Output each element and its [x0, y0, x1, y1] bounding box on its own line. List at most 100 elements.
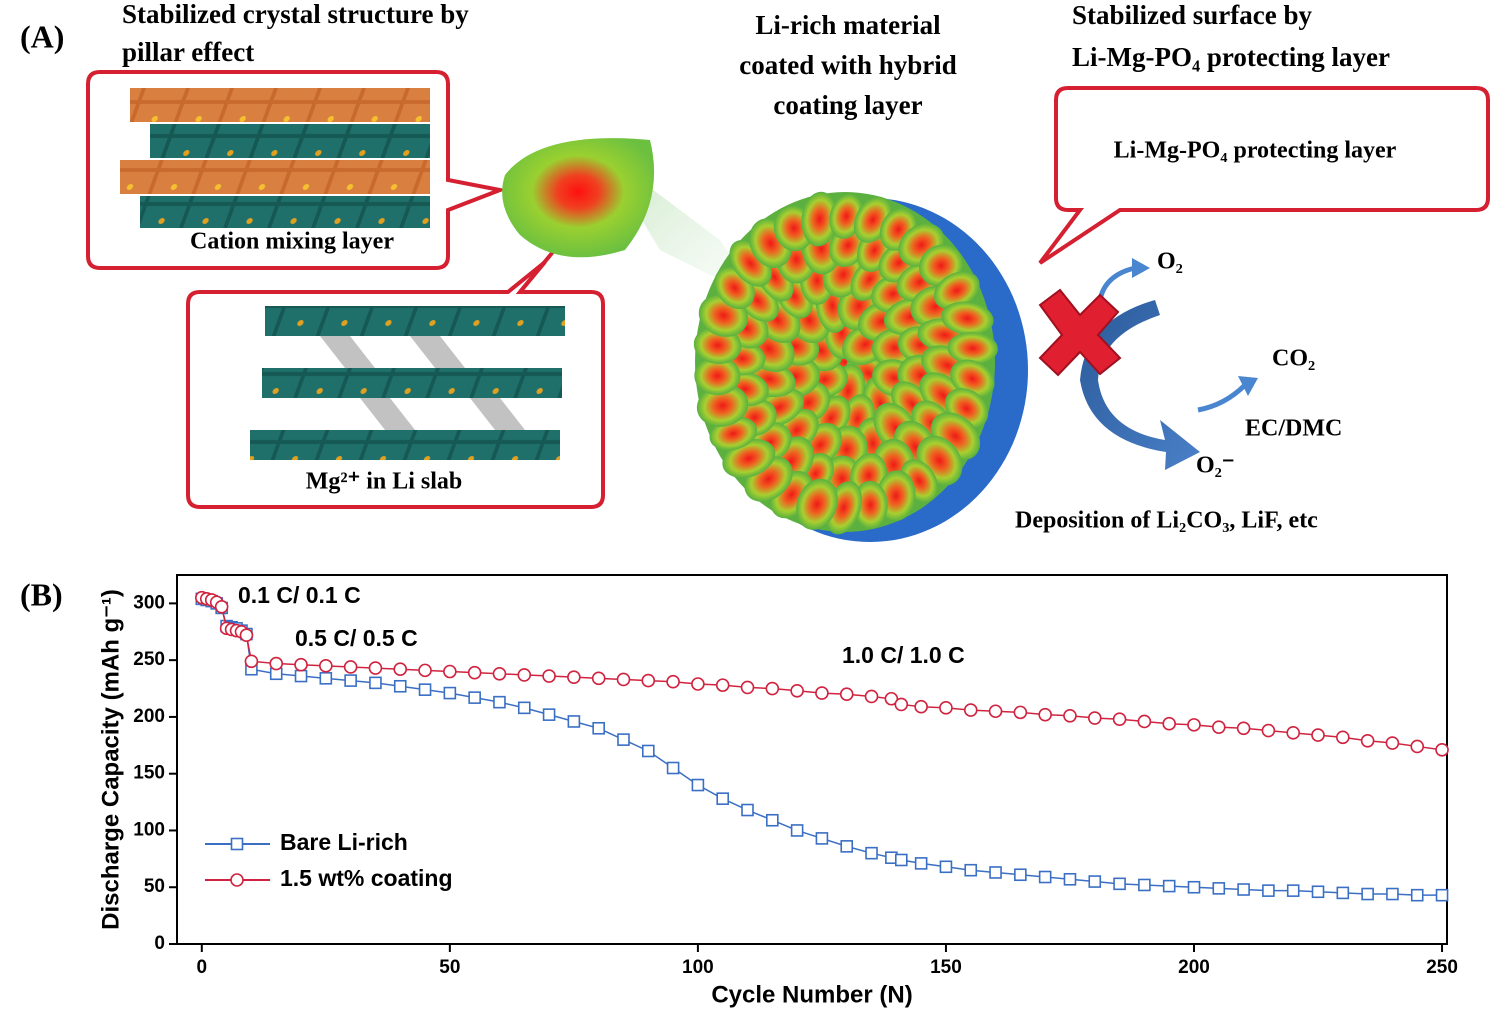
- marker: [343, 660, 358, 674]
- marker: [418, 663, 432, 678]
- species: EC/DMC: [1245, 416, 1342, 442]
- callout-box: [1038, 86, 1490, 265]
- y-axis-label: Discharge Capacity (mAh g⁻¹): [97, 589, 124, 930]
- marker: [1262, 884, 1275, 897]
- marker: [542, 708, 556, 721]
- arrow-head: [1132, 258, 1150, 278]
- y-tick-label: 150: [133, 763, 165, 784]
- callout-text: Mg²⁺ in Li slab: [306, 469, 463, 495]
- legend-label: 1.5 wt% coating: [280, 865, 453, 891]
- small-arrow: [1097, 265, 1136, 301]
- marker: [766, 813, 779, 827]
- series-line: [201, 596, 1443, 751]
- y-tick-label: 250: [133, 649, 165, 670]
- y-tick-label: 0: [154, 933, 165, 954]
- marker: [1063, 708, 1077, 723]
- marker: [467, 665, 482, 680]
- marker: [443, 664, 457, 679]
- marker: [914, 857, 928, 870]
- marker: [914, 699, 928, 714]
- marker: [517, 701, 531, 715]
- marker: [815, 686, 829, 700]
- y-tick-label: 200: [133, 706, 165, 727]
- marker: [1385, 736, 1400, 750]
- marker: [567, 670, 581, 684]
- marker: [939, 860, 953, 874]
- petal: [941, 301, 994, 336]
- lattice: [120, 88, 430, 228]
- marker: [1088, 875, 1102, 888]
- marker: [1336, 730, 1350, 745]
- marker: [1014, 868, 1027, 882]
- marker: [517, 668, 532, 682]
- marker: [1038, 870, 1052, 884]
- marker: [269, 656, 284, 671]
- small-arrow: [1197, 383, 1247, 413]
- marker: [716, 792, 730, 805]
- x-tick-label: 50: [439, 957, 460, 978]
- marker: [344, 674, 357, 687]
- title-line: coated with hybrid: [739, 50, 957, 80]
- y-tick-label: 50: [144, 876, 165, 897]
- marker: [393, 662, 408, 677]
- y-tick-label: 300: [133, 592, 165, 613]
- marker: [1162, 716, 1176, 731]
- marker: [542, 669, 556, 683]
- y-tick-label: 100: [133, 819, 165, 840]
- marker: [1187, 880, 1201, 894]
- marker: [894, 697, 909, 712]
- marker: [988, 704, 1003, 719]
- marker: [939, 701, 953, 715]
- arrow-head: [1238, 376, 1258, 396]
- petal: [694, 356, 741, 396]
- marker: [815, 832, 829, 845]
- marker: [790, 824, 804, 837]
- marker: [715, 678, 730, 692]
- marker: [1236, 721, 1251, 736]
- marker: [1237, 883, 1250, 896]
- marker: [1336, 886, 1350, 900]
- marker: [239, 628, 254, 642]
- marker: [1162, 879, 1176, 893]
- marker: [393, 679, 407, 693]
- marker: [864, 689, 879, 704]
- petal: [933, 271, 980, 310]
- marker: [1063, 872, 1077, 886]
- marker: [369, 676, 382, 690]
- marker: [740, 680, 755, 695]
- petal: [801, 191, 838, 247]
- annotation: 1.0 C/ 1.0 C: [842, 642, 965, 668]
- legend-marker: [230, 837, 244, 851]
- marker: [894, 853, 908, 867]
- marker: [641, 673, 656, 688]
- marker: [989, 866, 1002, 879]
- marker: [790, 684, 804, 698]
- title-line: coating layer: [773, 90, 922, 120]
- marker: [839, 687, 854, 702]
- marker: [1087, 711, 1102, 725]
- deposition-text: Deposition of Li₂CO₃, LiF, etc: [1015, 508, 1318, 534]
- marker: [963, 703, 978, 717]
- marker: [1113, 877, 1126, 891]
- marker: [1211, 720, 1226, 734]
- marker: [244, 654, 259, 669]
- marker: [591, 671, 606, 686]
- petal: [852, 480, 888, 530]
- particle-zoom: [502, 138, 655, 258]
- x-tick-label: 100: [682, 957, 714, 978]
- marker: [1360, 733, 1375, 748]
- petal: [696, 384, 749, 427]
- petal: [796, 478, 838, 530]
- marker: [443, 686, 457, 700]
- marker: [1386, 887, 1399, 901]
- marker: [418, 683, 432, 696]
- marker: [1212, 882, 1226, 895]
- chart: 0 50 100 150 200 250 0 50 100 150 200 250 300 Cycle N…: [97, 574, 1458, 1008]
- title-line: Li-Mg-PO₄ protecting layer: [1072, 42, 1390, 72]
- plot-frame: [176, 574, 1448, 945]
- marker: [741, 803, 754, 817]
- marker: [1311, 728, 1325, 742]
- marker: [617, 733, 630, 746]
- marker: [765, 681, 780, 696]
- marker: [1435, 743, 1449, 757]
